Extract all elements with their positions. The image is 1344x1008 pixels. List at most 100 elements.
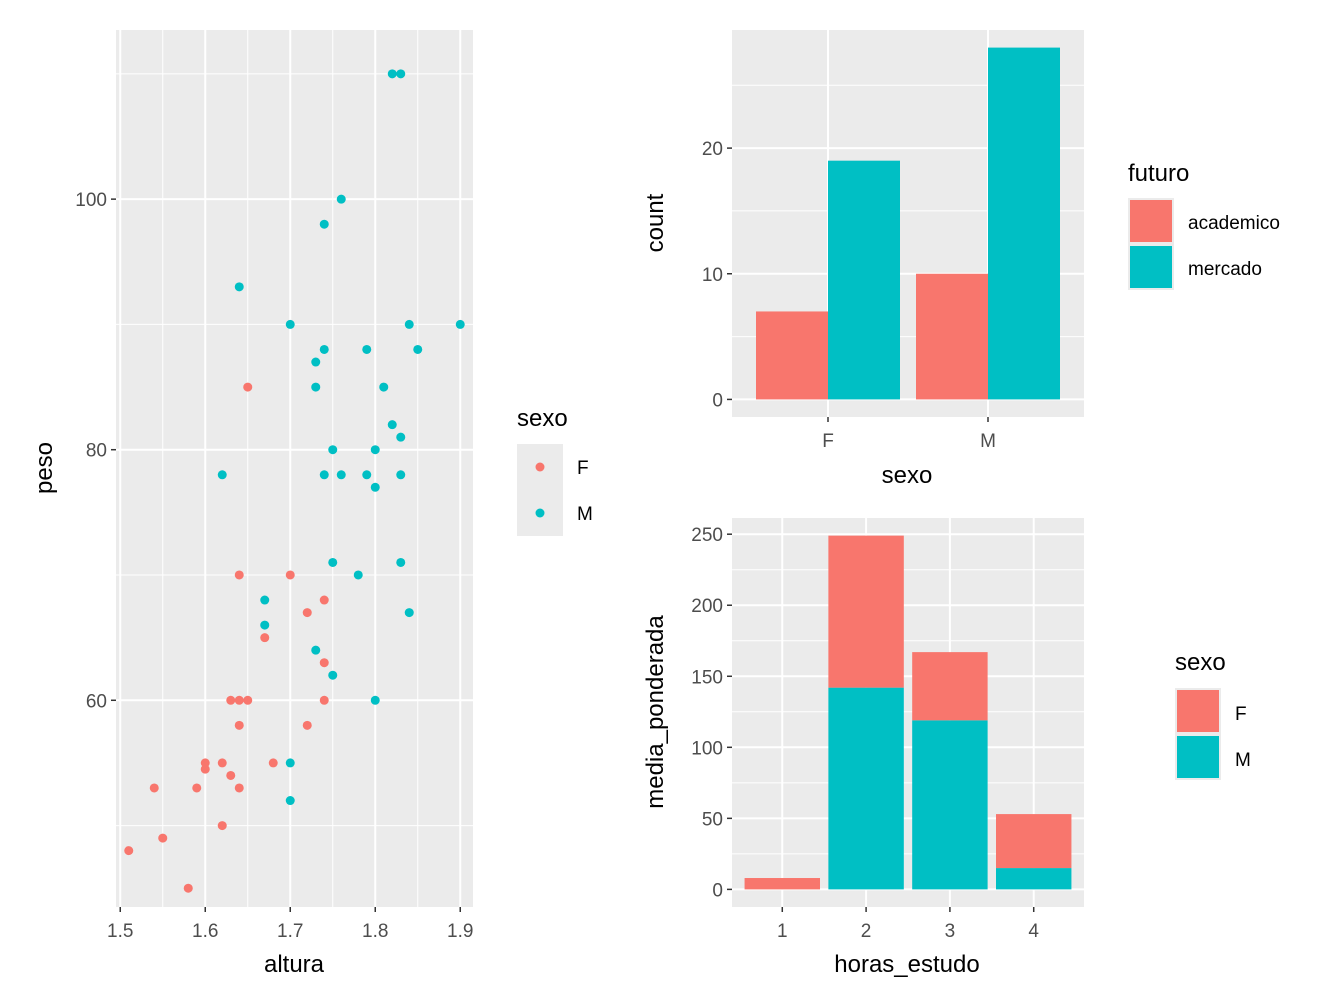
scatter-point-f: [200, 764, 210, 774]
scatter-point-f: [192, 783, 202, 793]
count-legend-label-mercado: mercado: [1188, 259, 1262, 280]
scatter-point-f: [234, 783, 244, 793]
media-y-tick-label: 200: [691, 596, 723, 617]
media-bars: [744, 535, 1072, 890]
scatter-point-f: [200, 758, 210, 768]
media-legend-key-f: [1177, 690, 1219, 732]
media-y-tick-label: 50: [702, 809, 723, 830]
count-x-axis-title: sexo: [882, 462, 933, 489]
scatter-point-m: [285, 319, 295, 329]
media-legend-title: sexo: [1175, 649, 1226, 676]
count-legend-key-academico: [1130, 200, 1172, 242]
scatter-point-m: [311, 357, 321, 367]
scatter-legend-label-m: M: [577, 504, 593, 525]
scatter-point-f: [217, 758, 227, 768]
count-y-tick-label: 0: [712, 390, 723, 411]
scatter-point-f: [302, 608, 312, 618]
scatter-point-f: [268, 758, 278, 768]
scatter-point-m: [319, 470, 329, 480]
media-x-axis-title: horas_estudo: [834, 951, 979, 978]
scatter-legend-title: sexo: [517, 405, 568, 432]
scatter-y-tick-label: 100: [75, 190, 107, 211]
scatter-point-m: [260, 595, 270, 605]
media-bar-f-2: [828, 535, 904, 688]
count-legend-label-academico: academico: [1188, 213, 1280, 234]
scatter-x-tick-label: 1.5: [107, 921, 133, 942]
count-x-tick-label: M: [980, 431, 996, 452]
scatter-point-f: [302, 720, 312, 730]
media-legend: sexo F M: [1175, 649, 1251, 780]
media-legend-label-m: M: [1235, 750, 1251, 771]
scatter-point-f: [124, 846, 134, 856]
scatter-point-m: [285, 758, 295, 768]
count-legend: futuro academico mercado: [1128, 160, 1280, 290]
scatter-point-m: [396, 557, 406, 567]
scatter-point-f: [234, 720, 244, 730]
scatter-point-m: [370, 482, 380, 492]
scatter-point-m: [328, 670, 338, 680]
scatter-point-f: [319, 695, 329, 705]
count-bar-mercado-m: [988, 47, 1060, 400]
scatter-x-axis-title: altura: [264, 951, 325, 978]
scatter-point-f: [226, 695, 236, 705]
count-y-axis: 0 10 20: [702, 139, 732, 411]
media-y-tick-label: 100: [691, 738, 723, 759]
scatter-point-f: [234, 570, 244, 580]
scatter-point-m: [234, 282, 244, 292]
scatter-point-f: [285, 570, 295, 580]
scatter-chart: 60 80 100 1.5 1.6 1.7 1.8 1.9 altura peso sexo…: [31, 30, 593, 978]
scatter-point-m: [413, 344, 423, 354]
scatter-point-m: [353, 570, 363, 580]
media-bar-f-3: [912, 652, 988, 721]
media-y-tick-label: 0: [712, 880, 723, 901]
scatter-x-tick-label: 1.9: [447, 921, 473, 942]
scatter-point-m: [336, 470, 346, 480]
scatter-x-axis: 1.5 1.6 1.7 1.8 1.9: [107, 907, 473, 942]
count-bar-academico-m: [916, 273, 988, 400]
scatter-point-m: [328, 557, 338, 567]
media-x-tick-label: 4: [1028, 921, 1039, 942]
media-y-axis: 0 50 100 150 200 250: [691, 525, 732, 901]
scatter-point-m: [362, 344, 372, 354]
count-x-tick-label: F: [822, 431, 834, 452]
scatter-point-f: [319, 595, 329, 605]
scatter-legend-label-f: F: [577, 458, 589, 479]
scatter-point-m: [396, 470, 406, 480]
scatter-point-m: [455, 319, 465, 329]
scatter-y-tick-label: 80: [86, 441, 107, 462]
scatter-point-f: [217, 821, 227, 831]
scatter-point-m: [328, 445, 338, 455]
scatter-point-f: [243, 382, 253, 392]
media-y-tick-label: 150: [691, 667, 723, 688]
scatter-point-m: [319, 219, 329, 229]
media-x-axis: 1 2 3 4: [777, 907, 1039, 942]
media-x-tick-label: 1: [777, 921, 788, 942]
scatter-legend-key-m: [535, 508, 545, 518]
scatter-point-m: [396, 69, 406, 79]
scatter-point-m: [387, 420, 397, 430]
scatter-point-f: [234, 695, 244, 705]
scatter-x-tick-label: 1.7: [277, 921, 303, 942]
scatter-point-f: [260, 633, 270, 643]
scatter-point-m: [379, 382, 389, 392]
scatter-legend: sexo F M: [517, 405, 593, 536]
scatter-x-tick-label: 1.6: [192, 921, 218, 942]
count-legend-key-mercado: [1130, 246, 1172, 288]
media-bar-f-4: [996, 814, 1072, 869]
scatter-y-axis-title: peso: [31, 442, 58, 494]
media-bar-m-4: [996, 868, 1072, 890]
scatter-point-f: [319, 658, 329, 668]
scatter-point-m: [387, 69, 397, 79]
scatter-point-m: [217, 470, 227, 480]
media-y-axis-title: media_ponderada: [642, 615, 669, 809]
scatter-point-m: [396, 432, 406, 442]
scatter-point-m: [370, 445, 380, 455]
count-bar-mercado-f: [828, 160, 900, 400]
media-y-tick-label: 250: [691, 525, 723, 546]
scatter-point-m: [362, 470, 372, 480]
media-bar-chart: 0 50 100 150 200 250 1 2 3 4 horas_estudo media_…: [642, 518, 1251, 978]
count-bars: [756, 47, 1060, 400]
scatter-point-f: [226, 770, 236, 780]
